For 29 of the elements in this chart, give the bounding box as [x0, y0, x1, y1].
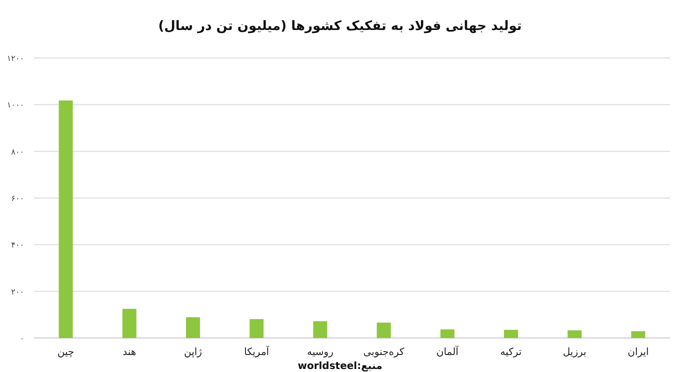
- bar: [568, 330, 582, 338]
- bar: [122, 308, 136, 338]
- bar: [186, 317, 200, 338]
- bar: [250, 319, 264, 338]
- y-tick-label: ۲۰۰: [11, 287, 24, 296]
- text: منبع:worldsteel: [298, 361, 382, 372]
- x-tick-label: برزیل: [562, 347, 586, 358]
- x-tick-label: آلمان: [436, 345, 460, 358]
- bar: [504, 330, 518, 338]
- x-tick-label: ترکیه: [500, 347, 522, 358]
- y-tick-label: ۴۰۰: [11, 240, 24, 250]
- bar: [440, 329, 454, 338]
- bar: [376, 322, 391, 338]
- y-tick-label: ۸۰۰: [11, 147, 24, 156]
- chart-title: تولید جهانی فولاد به تفکیک کشورها (میلیون تن در سال): [158, 19, 522, 34]
- x-tick-label: ایران: [628, 347, 649, 358]
- bar: [313, 321, 328, 338]
- y-tick-label: ۶۰۰: [11, 194, 24, 203]
- x-tick-label: آمریکا: [244, 345, 270, 358]
- y-tick-label: ۱۰۰۰: [6, 100, 24, 110]
- x-tick-label: کره‌جنوبی: [363, 347, 405, 358]
- bar: [58, 100, 73, 338]
- y-tick-label: ۱۲۰۰: [6, 54, 24, 63]
- x-tick-label: چین: [57, 347, 74, 358]
- x-tick-label: روسیه: [306, 347, 334, 358]
- x-tick-label: ژاپن: [184, 347, 202, 358]
- y-tick-label: ۰: [20, 334, 24, 343]
- bar: [631, 331, 646, 338]
- x-tick-label: هند: [122, 347, 136, 358]
